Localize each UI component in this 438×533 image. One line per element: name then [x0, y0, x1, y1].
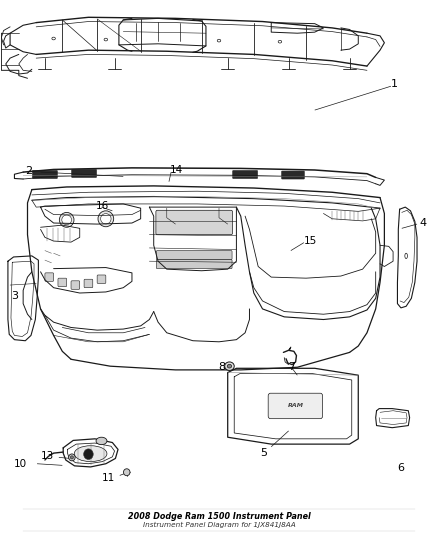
Text: 11: 11	[102, 473, 116, 482]
Text: 13: 13	[40, 451, 53, 462]
FancyBboxPatch shape	[71, 281, 80, 289]
Text: 8: 8	[218, 362, 225, 372]
Text: 2008 Dodge Ram 1500 Instrument Panel: 2008 Dodge Ram 1500 Instrument Panel	[127, 512, 311, 521]
Ellipse shape	[60, 213, 74, 227]
Ellipse shape	[98, 211, 114, 227]
Text: 14: 14	[170, 165, 184, 175]
Text: 2: 2	[25, 166, 32, 176]
Text: 4: 4	[419, 218, 426, 228]
FancyBboxPatch shape	[58, 278, 67, 287]
FancyBboxPatch shape	[233, 171, 258, 179]
Text: 7: 7	[288, 362, 295, 372]
Text: 16: 16	[96, 200, 110, 211]
FancyBboxPatch shape	[156, 251, 232, 260]
Ellipse shape	[74, 446, 107, 462]
Text: 3: 3	[11, 290, 18, 301]
Ellipse shape	[71, 456, 74, 459]
FancyBboxPatch shape	[282, 171, 304, 179]
FancyBboxPatch shape	[84, 279, 93, 288]
Ellipse shape	[96, 437, 107, 445]
Text: 15: 15	[304, 236, 317, 246]
Text: 6: 6	[397, 463, 404, 473]
Ellipse shape	[62, 215, 71, 225]
Text: Instrument Panel Diagram for 1JX841J8AA: Instrument Panel Diagram for 1JX841J8AA	[143, 522, 295, 528]
Ellipse shape	[225, 362, 234, 370]
FancyBboxPatch shape	[156, 260, 232, 269]
Text: 5: 5	[260, 448, 267, 458]
Ellipse shape	[227, 365, 232, 368]
Ellipse shape	[217, 39, 221, 42]
Ellipse shape	[52, 37, 55, 40]
Ellipse shape	[104, 38, 108, 41]
FancyBboxPatch shape	[97, 275, 106, 284]
Ellipse shape	[405, 253, 407, 259]
Ellipse shape	[101, 214, 111, 224]
Text: RAM: RAM	[288, 403, 304, 408]
Ellipse shape	[124, 469, 130, 475]
FancyBboxPatch shape	[45, 273, 53, 281]
Ellipse shape	[278, 41, 282, 43]
Text: 10: 10	[14, 459, 27, 469]
FancyBboxPatch shape	[32, 171, 57, 179]
FancyBboxPatch shape	[156, 211, 233, 235]
Ellipse shape	[69, 454, 75, 461]
Ellipse shape	[84, 449, 93, 459]
Text: 1: 1	[391, 78, 398, 88]
FancyBboxPatch shape	[72, 169, 96, 177]
FancyBboxPatch shape	[268, 393, 322, 419]
